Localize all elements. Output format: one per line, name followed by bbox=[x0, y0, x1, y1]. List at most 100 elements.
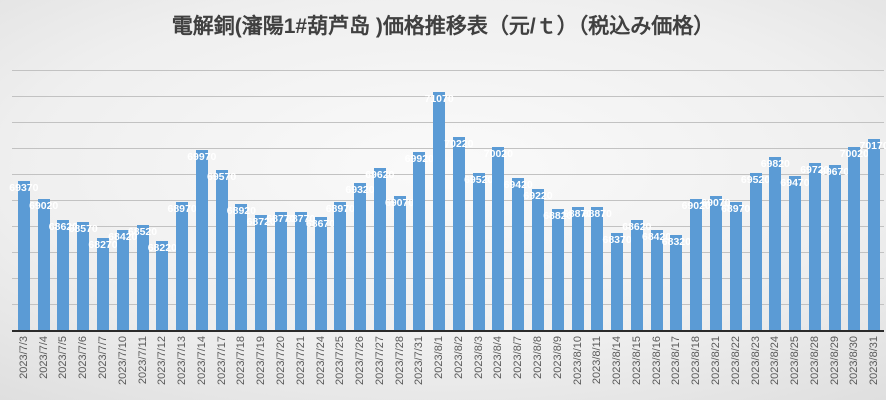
x-axis-tick-label: 2023/7/4 bbox=[37, 336, 50, 379]
x-axis-tick-label: 2023/8/30 bbox=[848, 336, 861, 385]
bar bbox=[215, 170, 228, 330]
bar-value-label: 68520 bbox=[127, 226, 158, 238]
bar-value-label: 68420 bbox=[641, 231, 672, 244]
bar bbox=[77, 222, 90, 330]
x-axis-tick-label: 2023/8/7 bbox=[512, 336, 525, 379]
x-axis-tick-label: 2023/7/12 bbox=[156, 336, 169, 385]
x-axis-tick-label: 2023/7/24 bbox=[314, 336, 327, 385]
x-axis-tick-label: 2023/7/3 bbox=[17, 336, 30, 379]
bar-value-label: 68920 bbox=[226, 205, 256, 218]
bar bbox=[551, 209, 564, 330]
gridline bbox=[12, 174, 884, 175]
x-axis-tick-label: 2023/8/10 bbox=[571, 336, 584, 385]
bar bbox=[690, 199, 703, 330]
x-axis-tick-label: 2023/7/13 bbox=[176, 336, 189, 385]
bar bbox=[195, 149, 208, 330]
x-axis-tick-label: 2023/7/5 bbox=[57, 336, 70, 379]
bar-value-label: 69370 bbox=[9, 181, 39, 194]
bar-value-label: 69620 bbox=[365, 168, 395, 181]
x-axis-tick-label: 2023/8/18 bbox=[690, 336, 703, 385]
x-axis-tick-label: 2023/7/10 bbox=[116, 336, 129, 385]
bar-value-label: 70020 bbox=[839, 148, 869, 160]
bar bbox=[136, 225, 149, 330]
bar bbox=[116, 230, 129, 330]
x-axis-tick-label: 2023/7/27 bbox=[373, 336, 386, 385]
x-axis-tick-label: 2023/7/17 bbox=[215, 336, 228, 385]
bar bbox=[709, 196, 722, 330]
bar-value-label: 68570 bbox=[68, 223, 98, 236]
x-axis-tick-label: 2023/8/15 bbox=[630, 336, 643, 385]
x-axis-tick-label: 2023/7/20 bbox=[274, 336, 287, 385]
bar bbox=[156, 240, 169, 330]
x-axis-tick-label: 2023/8/14 bbox=[611, 336, 624, 385]
x-axis-tick-label: 2023/8/9 bbox=[551, 336, 564, 379]
x-axis-tick-label: 2023/7/7 bbox=[97, 336, 109, 379]
bar-value-label: 68620 bbox=[48, 220, 78, 233]
x-axis-tick-label: 2023/7/19 bbox=[255, 336, 268, 385]
x-axis-tick-label: 2023/8/16 bbox=[650, 336, 663, 385]
x-axis-tick-label: 2023/8/17 bbox=[670, 336, 683, 385]
bar-value-label: 69570 bbox=[206, 171, 237, 184]
x-axis-tick-label: 2023/8/21 bbox=[709, 336, 722, 385]
x-axis-tick-label: 2023/7/25 bbox=[334, 336, 347, 385]
bar bbox=[769, 157, 782, 330]
bar-value-label: 68870 bbox=[562, 207, 593, 220]
bar bbox=[37, 199, 50, 330]
bar-value-label: 68970 bbox=[325, 202, 355, 215]
bar bbox=[571, 206, 584, 330]
bar bbox=[472, 173, 485, 330]
gridline bbox=[12, 70, 884, 71]
bar-value-label: 69520 bbox=[464, 174, 494, 186]
bar-value-label: 69520 bbox=[740, 174, 771, 186]
bar-value-label: 69820 bbox=[760, 158, 790, 171]
bar-value-label: 69070 bbox=[384, 197, 415, 210]
bar-value-label: 69320 bbox=[345, 184, 375, 197]
x-axis-tick-label: 2023/8/31 bbox=[868, 336, 881, 385]
bar-value-label: 68720 bbox=[246, 215, 276, 228]
x-axis-tick-label: 2023/8/25 bbox=[789, 336, 801, 385]
bar bbox=[314, 217, 327, 330]
bar bbox=[512, 178, 525, 330]
bar bbox=[532, 188, 544, 330]
x-axis-tick-label: 2023/7/31 bbox=[413, 336, 426, 385]
bar-value-label: 68320 bbox=[661, 236, 691, 249]
bar-value-label: 69220 bbox=[523, 189, 553, 202]
x-axis-tick-label: 2023/8/1 bbox=[433, 336, 446, 379]
bar-value-label: 68870 bbox=[582, 207, 612, 220]
bar bbox=[373, 167, 386, 330]
gridline bbox=[12, 96, 884, 97]
x-axis-tick-label: 2023/8/24 bbox=[769, 336, 782, 385]
bar-value-label: 68970 bbox=[167, 202, 197, 215]
bar bbox=[591, 206, 604, 330]
x-axis-tick-label: 2023/8/2 bbox=[452, 336, 465, 379]
bar bbox=[176, 201, 189, 330]
bar-value-label: 71070 bbox=[424, 93, 454, 106]
x-axis-tick-label: 2023/7/6 bbox=[77, 336, 90, 379]
bar-value-label: 70020 bbox=[483, 148, 513, 160]
bar bbox=[255, 214, 268, 330]
bar-value-label: 68270 bbox=[88, 239, 118, 251]
bar-value-label: 68820 bbox=[543, 210, 573, 223]
gridline bbox=[12, 304, 884, 305]
x-axis-tick-label: 2023/8/22 bbox=[729, 336, 742, 385]
bar-value-label: 69720 bbox=[800, 163, 830, 176]
x-axis-tick-label: 2023/7/21 bbox=[294, 336, 307, 385]
bar bbox=[611, 232, 624, 330]
bar bbox=[492, 147, 505, 330]
bar-value-label: 69470 bbox=[780, 176, 810, 189]
bar bbox=[97, 238, 109, 330]
x-axis-tick-label: 2023/7/28 bbox=[393, 336, 406, 385]
x-axis-tick-label: 2023/8/4 bbox=[492, 336, 505, 379]
x-axis-line bbox=[12, 330, 884, 332]
bar-value-label: 69920 bbox=[404, 153, 434, 166]
bar-value-label: 69070 bbox=[701, 197, 731, 210]
bar bbox=[868, 139, 881, 330]
bar bbox=[749, 173, 762, 330]
x-axis-tick-label: 2023/8/28 bbox=[808, 336, 821, 385]
bar bbox=[354, 183, 366, 330]
bar-value-label: 69020 bbox=[681, 200, 711, 212]
bar bbox=[828, 165, 841, 330]
x-axis-tick-label: 2023/7/11 bbox=[136, 336, 149, 385]
x-axis-tick-label: 2023/8/29 bbox=[828, 336, 841, 385]
